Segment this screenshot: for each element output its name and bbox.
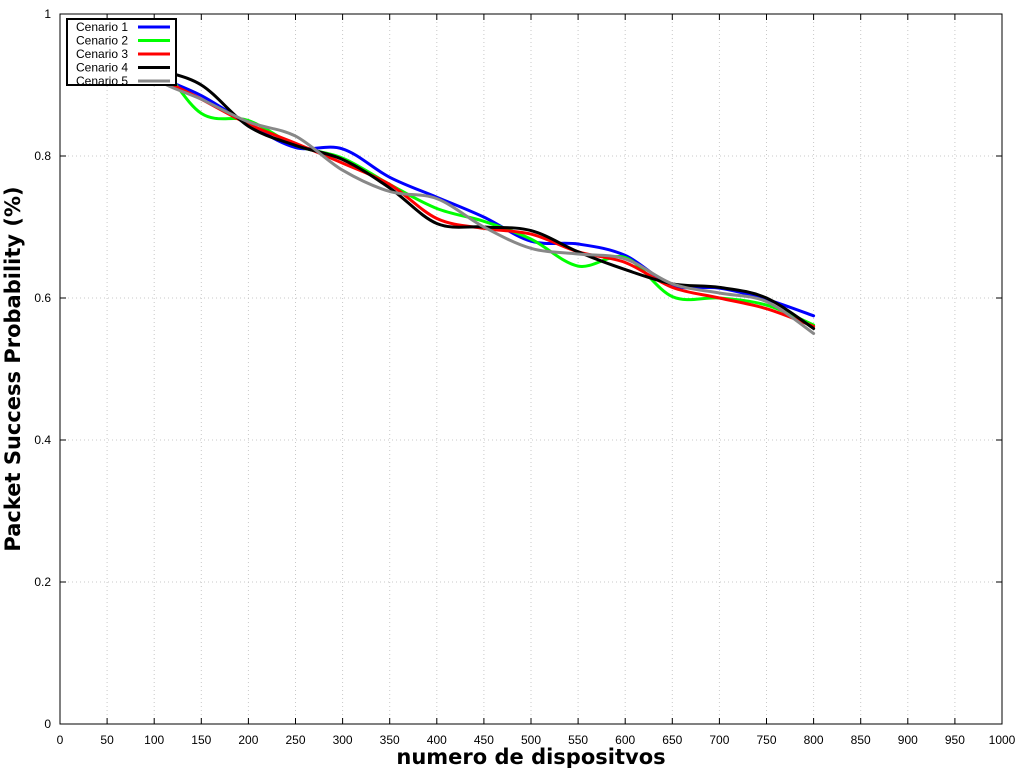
legend-box [66, 18, 177, 86]
x-tick-label: 800 [804, 733, 824, 747]
y-tick-label: 0.6 [34, 291, 51, 305]
x-tick-label: 150 [191, 733, 211, 747]
series-line-cenario-5 [105, 33, 816, 335]
x-tick-label: 600 [615, 733, 635, 747]
x-tick-label: 650 [662, 733, 682, 747]
x-tick-label: 100 [144, 733, 164, 747]
x-tick-label: 250 [285, 733, 305, 747]
legend-label-cenario-1: Cenario 1 [76, 20, 128, 34]
legend-label-cenario-4: Cenario 4 [76, 61, 128, 75]
series-layer [105, 33, 816, 335]
x-tick-label: 500 [521, 733, 541, 747]
y-tick-label: 0.2 [34, 575, 51, 589]
y-tick-label: 0.8 [34, 149, 51, 163]
y-axis-title: Packet Success Probability (%) [1, 186, 25, 551]
ticks [59, 13, 1003, 725]
y-tick-label: 0.4 [34, 433, 51, 447]
x-axis-title: numero de dispositvos [396, 745, 665, 768]
x-tick-label: 950 [945, 733, 965, 747]
legend-label-cenario-5: Cenario 5 [76, 74, 128, 88]
x-tick-label: 300 [333, 733, 353, 747]
x-tick-label: 700 [709, 733, 729, 747]
x-tick-label: 450 [474, 733, 494, 747]
y-tick-labels: 0 0.2 0.4 0.6 0.8 1 [34, 7, 51, 731]
legend-label-cenario-3: Cenario 3 [76, 47, 128, 61]
x-tick-label: 50 [100, 733, 114, 747]
x-tick-label: 0 [57, 733, 64, 747]
plot-frame [59, 13, 1003, 725]
x-tick-label: 200 [238, 733, 258, 747]
x-tick-label: 400 [427, 733, 447, 747]
x-tick-label: 350 [380, 733, 400, 747]
grid [60, 14, 1002, 724]
series-line-cenario-3 [105, 37, 816, 328]
x-tick-label: 850 [851, 733, 871, 747]
x-tick-label: 750 [756, 733, 776, 747]
x-tick-label: 900 [898, 733, 918, 747]
series-line-cenario-2 [105, 44, 816, 327]
y-tick-label: 0 [44, 717, 51, 731]
x-tick-label: 550 [568, 733, 588, 747]
legend-label-cenario-2: Cenario 2 [76, 34, 128, 48]
series-line-cenario-4 [105, 40, 816, 330]
x-tick-label: 1000 [989, 733, 1016, 747]
y-tick-label: 1 [44, 7, 51, 21]
series-line-cenario-1 [105, 44, 816, 318]
x-tick-labels: 0 50 100 150 200 250 300 350 400 450 500 550 600 650 7… [57, 733, 1016, 747]
